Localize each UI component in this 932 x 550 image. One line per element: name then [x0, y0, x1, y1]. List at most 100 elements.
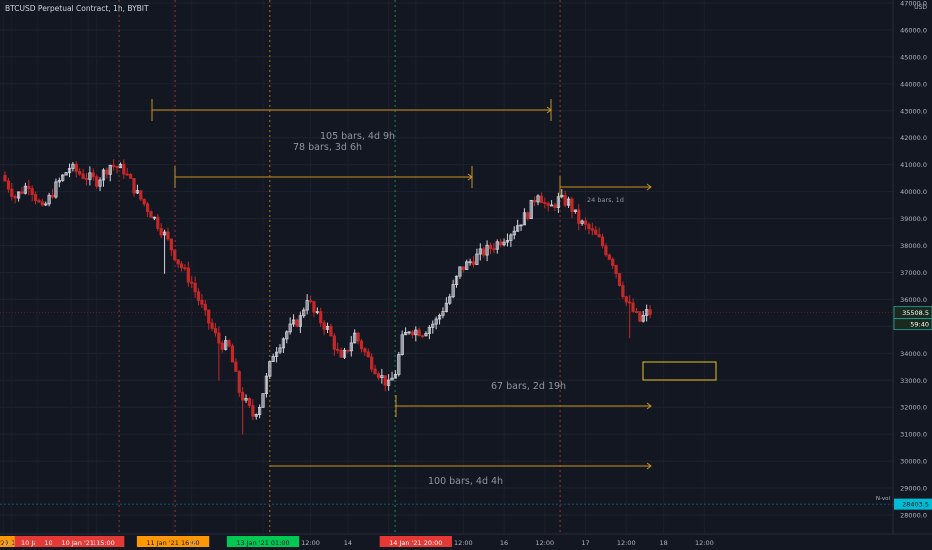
time-marker-label: 13 Jan '21 01:00 [236, 539, 289, 547]
candle-body [519, 224, 523, 227]
candle-body [583, 220, 588, 225]
candle-body [101, 169, 106, 181]
candle-body [125, 173, 129, 176]
candle-body [203, 303, 207, 311]
highlight-box [642, 361, 717, 381]
candle-body [502, 241, 506, 246]
candle-body [366, 351, 370, 358]
candle-body [166, 231, 170, 240]
price-tick-label: 43000.0 [900, 107, 927, 115]
candle-body [112, 164, 116, 167]
candle-body [325, 325, 330, 330]
candle-body [108, 164, 112, 175]
candle-body [570, 198, 574, 212]
time-tick-label: 12:00 [454, 539, 473, 547]
candle-body [27, 185, 31, 190]
measure-label: 105 bars, 4d 9h [320, 131, 395, 142]
candle-body [526, 212, 530, 220]
candle-body [356, 332, 360, 342]
candle-body [607, 254, 611, 260]
candle-body [173, 249, 177, 261]
candle-body [468, 261, 472, 264]
candle-body [217, 332, 221, 344]
candle-body [264, 375, 269, 395]
candle-body [241, 391, 245, 401]
candle-body [397, 354, 401, 375]
candle-body [414, 329, 418, 336]
price-badges: 35508.5 59:40 N-vol 28403.5 [0, 306, 932, 510]
candle-body [64, 172, 68, 176]
time-tick-label: 12 [188, 539, 196, 547]
candle-body [84, 178, 89, 180]
candle-body [220, 342, 224, 350]
candle-body [213, 328, 218, 334]
candle-body [549, 204, 554, 207]
candle-body [573, 209, 577, 212]
nvol-value: 28403.5 [902, 501, 929, 509]
price-tick-label: 37000.0 [900, 269, 927, 277]
time-tick-label: 14 [344, 539, 352, 547]
candle-body [47, 194, 51, 205]
candle-body [471, 261, 476, 265]
candle-body [624, 296, 628, 303]
time-marker-label: 10 Jan '21 15:00 [62, 539, 115, 547]
time-marker-label: 14 Jan '21 20:00 [389, 539, 442, 547]
price-axis-currency: USD [914, 4, 927, 11]
candle-body [539, 195, 544, 203]
candle-body [387, 379, 391, 386]
candle-body [78, 171, 82, 175]
countdown-badge [893, 318, 932, 331]
candle-body [437, 314, 442, 320]
candle-body [465, 261, 469, 270]
candle-body [604, 245, 608, 256]
candle-body [529, 199, 533, 220]
candle-body [50, 194, 55, 198]
candle-body [186, 267, 190, 283]
candle-body [190, 281, 194, 284]
candle-body [54, 181, 58, 198]
price-tick-label: 41000.0 [900, 161, 927, 169]
candle-body [16, 191, 21, 199]
price-tick-label: 28000.0 [900, 512, 927, 520]
candle-body [560, 194, 564, 198]
candle-body [162, 231, 167, 236]
candle-body [285, 331, 289, 340]
candle-body [207, 309, 211, 324]
price-tick-label: 29000.0 [900, 485, 927, 493]
candle-body [400, 334, 404, 355]
candle-body [329, 325, 333, 337]
candle-body [631, 302, 635, 312]
candle-body [196, 291, 201, 301]
candle-body [302, 309, 306, 317]
candle-body [30, 188, 34, 195]
time-tick-label: 12:00 [535, 539, 554, 547]
candle-body [149, 211, 153, 218]
candle-body [57, 179, 61, 183]
candle-body [98, 179, 102, 187]
candle-body [461, 266, 465, 270]
candle-body [495, 241, 499, 250]
time-tick-label: 12:00 [2, 539, 21, 547]
candle-body [200, 299, 204, 305]
candle-body [179, 263, 184, 269]
price-tick-label: 46000.0 [900, 26, 927, 34]
measure-label: 100 bars, 4d 4h [428, 476, 503, 487]
price-tick-label: 34000.0 [900, 350, 927, 358]
candle-body [312, 301, 316, 313]
candle-body [509, 234, 513, 241]
candle-body [566, 198, 571, 206]
measure-arrow [646, 402, 652, 410]
candle-body [227, 340, 231, 347]
measure-label: 78 bars, 3d 6h [293, 142, 362, 153]
candle-body [298, 315, 302, 327]
candle-body [512, 230, 516, 236]
measure-label: 67 bars, 2d 19h [491, 381, 566, 392]
candle-body [305, 300, 309, 311]
time-tick-label: 12:00 [301, 539, 320, 547]
candle-body [132, 178, 136, 194]
current-price-value: 35508.5 [902, 309, 929, 317]
candle-body [499, 241, 503, 246]
